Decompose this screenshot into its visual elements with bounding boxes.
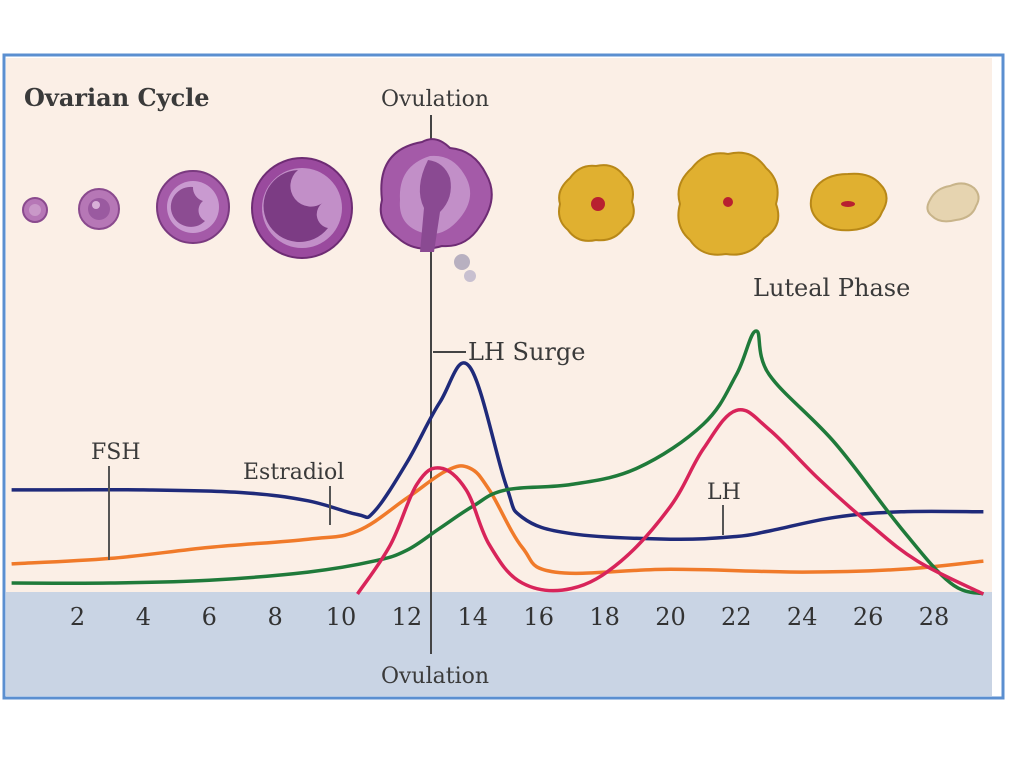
corpus-luteum-mature [677, 151, 780, 256]
follicle-stage-3 [156, 170, 230, 244]
ovulating-follicle [379, 138, 493, 282]
x-axis-band [6, 592, 992, 696]
follicle-stage-4 [251, 157, 353, 259]
curve-annotations: LH Surge Luteal Phase FSH Estradiol LH [91, 274, 910, 560]
follicle-illustrations [22, 138, 980, 282]
corpus-albicans [926, 182, 980, 223]
x-tick-label: 10 [326, 603, 357, 631]
x-tick-label: 22 [721, 603, 752, 631]
hormone-curves [11, 329, 985, 596]
series-line-lh [11, 361, 984, 542]
right-margin [992, 58, 1001, 696]
ovulation-top-label: Ovulation [381, 87, 489, 112]
series-line-curve-3 [356, 408, 985, 596]
follicle-stage-1 [22, 197, 48, 223]
plot-background [6, 58, 992, 592]
x-tick-label: 14 [458, 603, 489, 631]
x-tick-label: 20 [655, 603, 686, 631]
x-tick-label: 26 [853, 603, 884, 631]
ovulation-bottom-label: Ovulation [381, 664, 489, 689]
lh-surge-label: LH Surge [468, 338, 585, 366]
corpus-luteum-regressing [809, 172, 888, 232]
estradiol-label: Estradiol [243, 460, 344, 485]
x-tick-label: 24 [787, 603, 818, 631]
fsh-label: FSH [91, 440, 141, 465]
luteal-phase-label: Luteal Phase [753, 274, 910, 302]
follicle-stage-2 [78, 188, 120, 230]
series-line-curve-2 [11, 329, 984, 596]
x-tick-label: 18 [589, 603, 620, 631]
x-tick-label: 8 [268, 603, 283, 631]
corpus-luteum-early [558, 164, 635, 242]
x-tick-label: 6 [202, 603, 217, 631]
x-tick-label: 12 [392, 603, 423, 631]
x-tick-label: 4 [136, 603, 151, 631]
x-tick-label: 16 [523, 603, 554, 631]
x-axis-ticks: 2 4 6 8 10 12 14 16 18 20 22 24 26 28 [70, 603, 949, 631]
figure-border [2, 53, 1005, 700]
lh-label: LH [707, 480, 741, 505]
series-line-estradiol [11, 464, 984, 576]
x-tick-label: 28 [919, 603, 950, 631]
figure-title: Ovarian Cycle [24, 83, 210, 112]
x-tick-label: 2 [70, 603, 85, 631]
